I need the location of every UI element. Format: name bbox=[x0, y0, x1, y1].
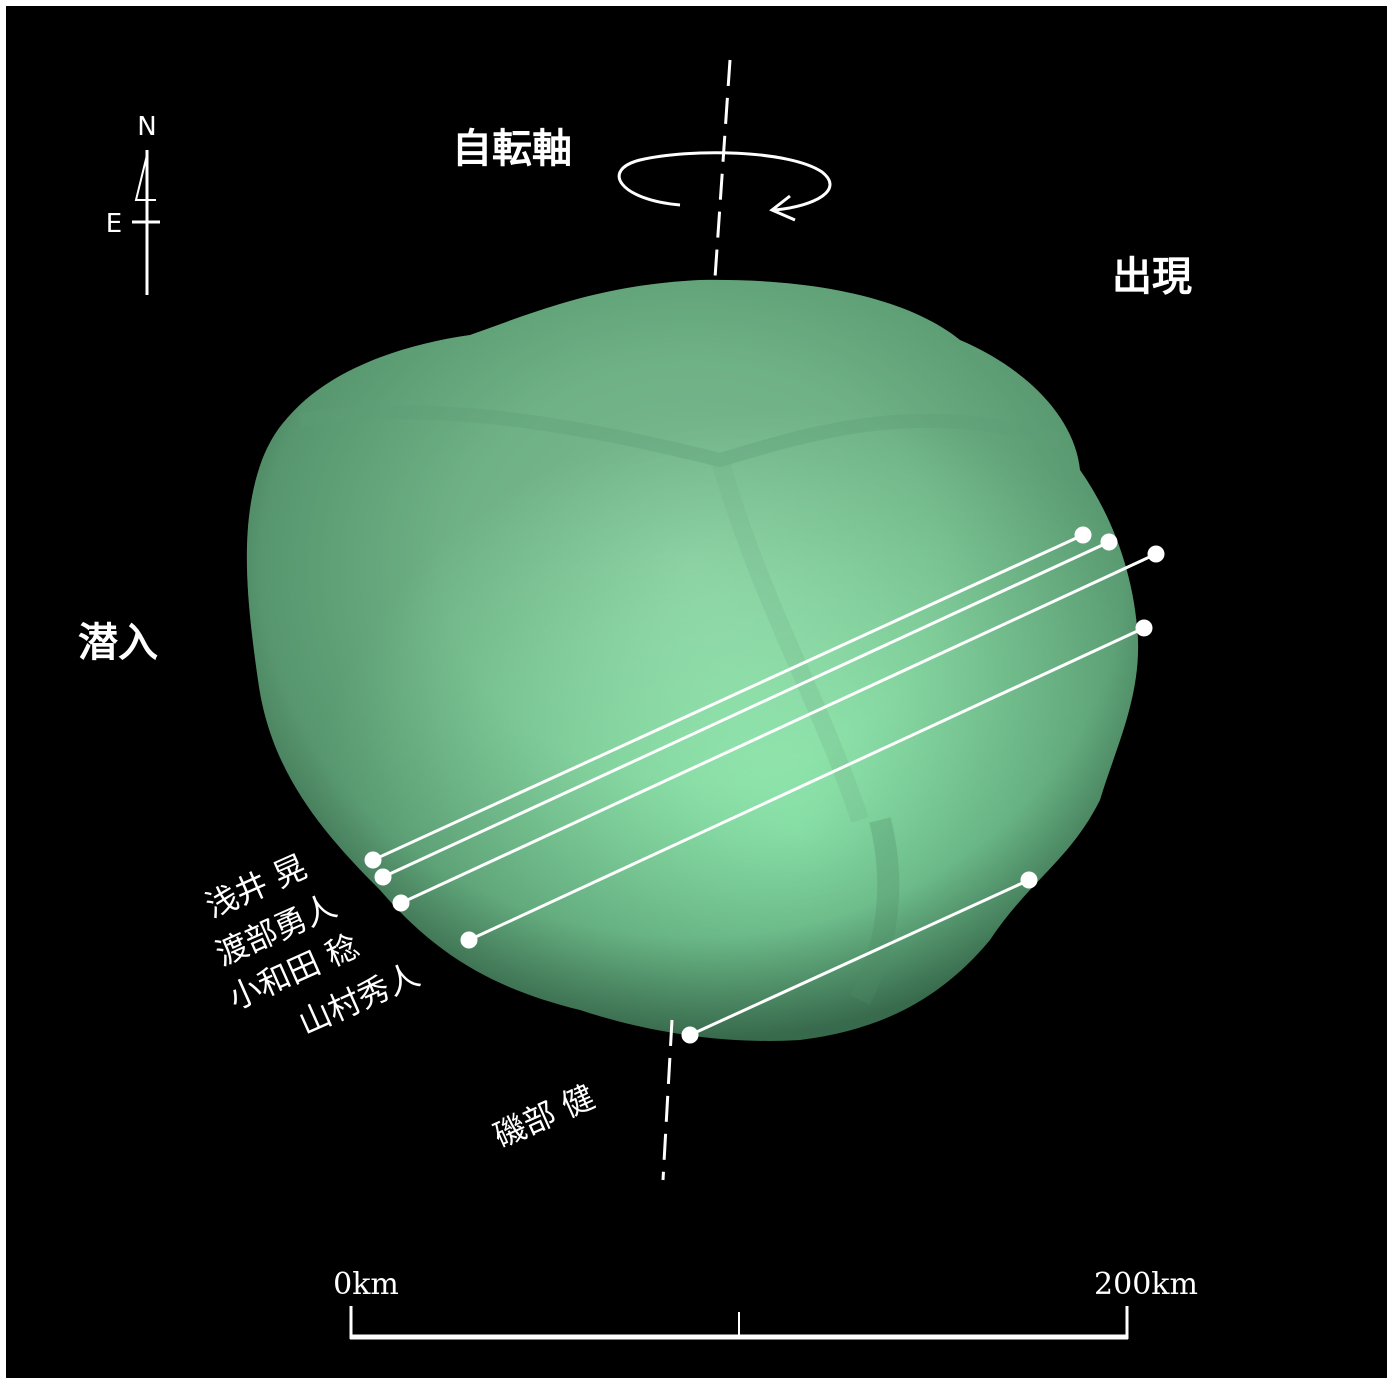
compass-north-label: N bbox=[137, 112, 156, 142]
scale-bar-end-label: 200km bbox=[1094, 1267, 1198, 1302]
compass-east-label: E bbox=[106, 209, 122, 239]
reappearance-label: 出現 bbox=[1112, 254, 1192, 300]
chord-asai bbox=[364, 526, 1092, 869]
compass-arrow-icon bbox=[134, 154, 156, 201]
chord-yamamura bbox=[460, 619, 1153, 949]
asteroid-shape bbox=[246, 279, 1139, 1041]
scale-bar-start-label: 0km bbox=[333, 1267, 399, 1302]
rotation-arrow-icon bbox=[617, 151, 832, 222]
chord-watanabe-start bbox=[374, 868, 392, 886]
disappearance-label: 潜入 bbox=[78, 620, 158, 666]
chord-owada bbox=[392, 545, 1165, 912]
chord-asai-start bbox=[364, 851, 382, 869]
chord-yamamura-start bbox=[460, 931, 478, 949]
chord-isobe-end bbox=[1020, 871, 1038, 889]
chord-watanabe-end bbox=[1100, 533, 1118, 551]
rotation-axis-label: 自転軸 bbox=[452, 126, 572, 172]
chord-yamamura-end bbox=[1135, 619, 1153, 637]
chord-watanabe bbox=[374, 533, 1118, 886]
chord-isobe bbox=[681, 871, 1038, 1044]
rotation-axis-bottom bbox=[661, 1019, 674, 1181]
compass: N E bbox=[106, 112, 160, 295]
occultation-chords bbox=[364, 526, 1165, 1044]
chord-owada-end bbox=[1147, 545, 1165, 563]
scale-bar: 0km 200km bbox=[333, 1267, 1198, 1340]
chord-asai-end bbox=[1074, 526, 1092, 544]
chord-owada-start bbox=[392, 894, 410, 912]
chord-isobe-start bbox=[681, 1026, 699, 1044]
